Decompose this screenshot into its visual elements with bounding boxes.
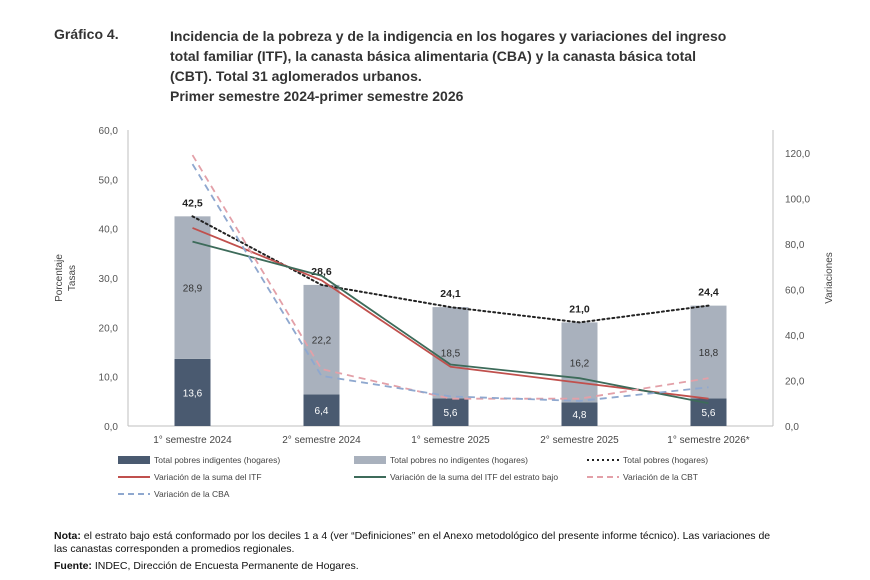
bar-label-indigentes: 13,6 (183, 388, 203, 399)
bar-label-no-indigentes: 22,2 (312, 336, 332, 347)
y-tick-label-left: 20,0 (99, 323, 119, 334)
source-text: INDEC, Dirección de Encuesta Permanente … (91, 560, 359, 572)
note-text-2: las canastas corresponden a promedios re… (54, 543, 295, 555)
bar-no-indigentes (690, 305, 727, 399)
x-tick-label: 2° semestre 2024 (282, 435, 361, 446)
legend-label: Total pobres (hogares) (623, 455, 708, 465)
y-axis-title-right: Variaciones (824, 252, 835, 304)
source-label: Fuente: (54, 560, 92, 572)
bar-no-indigentes (432, 307, 469, 399)
y-tick-label-right: 100,0 (785, 194, 810, 205)
y-tick-label-left: 10,0 (99, 373, 119, 384)
bar-label-no-indigentes: 18,8 (699, 348, 719, 359)
chart-title-line-4: Primer semestre 2024-primer semestre 202… (170, 88, 464, 104)
chart-title: Incidencia de la pobreza y de la indigen… (170, 26, 830, 106)
total-label: 42,5 (182, 197, 203, 209)
x-tick-label: 1° semestre 2024 (153, 435, 232, 446)
y-tick-label-right: 0,0 (785, 422, 799, 433)
note: Nota: el estrato bajo está conformado po… (54, 530, 770, 556)
bar-label-no-indigentes: 16,2 (570, 358, 590, 369)
total-label: 24,1 (440, 288, 461, 300)
legend-label: Variación de la CBT (623, 472, 698, 482)
legend-swatch (118, 456, 150, 464)
legend-swatch (354, 456, 386, 464)
y-tick-label-left: 30,0 (99, 274, 119, 285)
chart-title-line-1: Incidencia de la pobreza y de la indigen… (170, 28, 727, 44)
total-label: 24,4 (698, 287, 719, 299)
bar-no-indigentes (303, 284, 340, 395)
series-line (191, 163, 709, 402)
y-tick-label-right: 60,0 (785, 285, 805, 296)
bar-no-indigentes (561, 322, 598, 403)
legend-label: Variación de la suma del ITF (154, 472, 262, 482)
bar-indigentes (303, 394, 340, 426)
y-tick-label-right: 40,0 (785, 331, 805, 342)
legend-label: Total pobres indigentes (hogares) (154, 455, 280, 465)
y-tick-label-left: 60,0 (99, 126, 119, 137)
x-tick-label: 1° semestre 2026* (667, 435, 749, 446)
source: Fuente: INDEC, Dirección de Encuesta Per… (54, 560, 359, 573)
series-line (192, 227, 709, 400)
y-tick-label-left: 0,0 (104, 422, 118, 433)
y-tick-label-left: 50,0 (99, 175, 119, 186)
y-tick-label-left: 40,0 (99, 225, 119, 236)
legend-label: Variación de la CBA (154, 489, 230, 499)
chart-title-line-3: (CBT). Total 31 aglomerados urbanos. (170, 68, 422, 84)
bar-label-indigentes: 5,6 (702, 408, 716, 419)
series-line (191, 215, 710, 324)
y-tick-label-right: 120,0 (785, 149, 810, 160)
bar-indigentes (432, 398, 469, 426)
bar-label-indigentes: 6,4 (315, 406, 329, 417)
note-text: el estrato bajo está conformado por los … (80, 530, 771, 542)
bar-label-no-indigentes: 18,5 (441, 349, 461, 360)
bar-indigentes (174, 358, 211, 426)
chart-title-line-2: total familiar (ITF), la canasta básica … (170, 48, 696, 64)
y-tick-label-right: 20,0 (785, 376, 805, 387)
y-axis-title-left-line-2: Tasas (67, 265, 78, 291)
y-axis-title-left-line-1: Porcentaje (54, 254, 65, 302)
total-label: 21,0 (569, 303, 590, 315)
legend-label: Variación de la suma del ITF del estrato… (390, 472, 558, 482)
bar-no-indigentes (174, 216, 211, 359)
bar-indigentes (561, 402, 598, 426)
x-tick-label: 2° semestre 2025 (540, 435, 619, 446)
poverty-chart: 0,0 10,0 20,0 30,0 40,0 50,0 60,0 0,0 20,0 40,0 60… (54, 126, 835, 499)
note-label: Nota: (54, 530, 81, 542)
figure-label: Gráfico 4. (54, 26, 119, 42)
legend-label: Total pobres no indigentes (hogares) (390, 455, 528, 465)
series-line (191, 154, 709, 400)
bar-label-indigentes: 4,8 (573, 410, 587, 421)
bar-label-indigentes: 5,6 (444, 408, 458, 419)
series-line (192, 240, 709, 405)
x-tick-label: 1° semestre 2025 (411, 435, 490, 446)
bar-label-no-indigentes: 28,9 (183, 284, 203, 295)
y-tick-label-right: 80,0 (785, 240, 805, 251)
